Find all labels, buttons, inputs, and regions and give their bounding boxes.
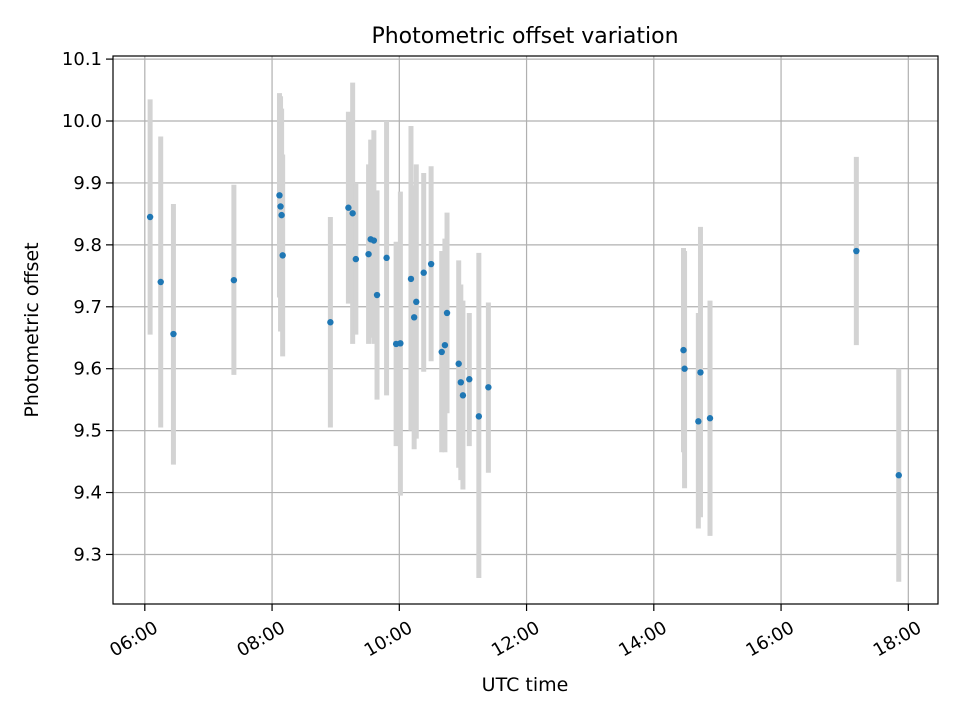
data-point (370, 237, 378, 244)
y-tick-label: 9.3 (73, 544, 102, 565)
data-point (230, 276, 238, 284)
data-point (397, 340, 404, 347)
y-tick-label: 9.5 (73, 421, 102, 442)
y-tick-label: 10.1 (62, 49, 102, 70)
data-point (697, 369, 704, 376)
data-point (383, 254, 390, 262)
data-point (278, 211, 285, 219)
data-point (466, 376, 473, 383)
data-point (146, 213, 154, 221)
data-point (438, 348, 445, 356)
data-point (459, 392, 467, 399)
data-point (277, 203, 284, 210)
data-point (441, 341, 449, 349)
y-tick-label: 9.7 (73, 297, 102, 318)
data-point (345, 204, 352, 211)
data-point (443, 309, 451, 317)
data-point (895, 472, 902, 479)
data-point (455, 360, 462, 367)
data-point (170, 330, 177, 338)
data-point (681, 365, 688, 372)
y-tick-label: 9.4 (73, 483, 102, 504)
y-axis-label: Photometric offset (21, 242, 43, 417)
data-point (695, 418, 702, 425)
data-point (276, 192, 283, 199)
y-tick-label: 10.0 (62, 111, 102, 132)
grid-lines (113, 56, 938, 604)
data-point (420, 269, 427, 276)
data-point (157, 278, 164, 286)
data-point (706, 415, 714, 422)
y-tick-label: 9.8 (73, 235, 102, 256)
data-point (352, 255, 360, 263)
data-point (853, 247, 860, 255)
data-point (373, 291, 381, 299)
y-tick-label: 9.6 (73, 359, 102, 380)
data-point (407, 275, 415, 283)
data-point (349, 210, 356, 217)
data-point (413, 298, 420, 306)
data-point (327, 319, 334, 326)
data-points (146, 192, 902, 479)
y-tick-label: 9.9 (73, 173, 102, 194)
data-point (279, 252, 286, 259)
data-point (485, 384, 492, 391)
data-point (475, 413, 483, 420)
y-axis-ticks: 9.3 9.4 9.5 9.6 9.7 9.8 9.9 10.0 10.1 (62, 49, 113, 565)
plot-area-frame (112, 55, 939, 605)
chart-title: Photometric offset variation (371, 24, 678, 49)
data-point (365, 250, 372, 258)
data-point (680, 346, 687, 354)
data-point (457, 379, 465, 386)
data-point (410, 314, 418, 321)
x-axis-label: UTC time (482, 674, 569, 696)
data-point (427, 260, 435, 268)
